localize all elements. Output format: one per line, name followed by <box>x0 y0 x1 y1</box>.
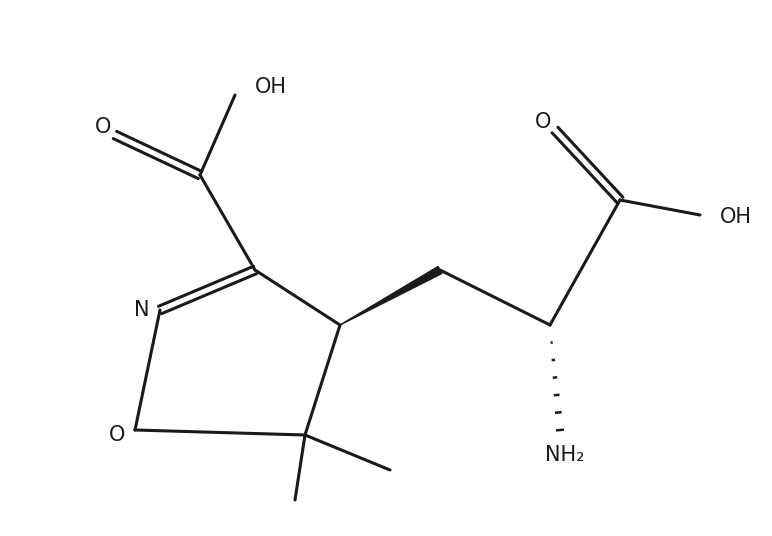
Text: O: O <box>535 112 551 132</box>
Text: O: O <box>109 425 125 445</box>
Polygon shape <box>340 266 442 325</box>
Text: O: O <box>95 117 111 137</box>
Text: OH: OH <box>720 207 752 227</box>
Text: OH: OH <box>255 77 287 97</box>
Text: NH₂: NH₂ <box>545 445 585 465</box>
Text: N: N <box>134 300 150 320</box>
